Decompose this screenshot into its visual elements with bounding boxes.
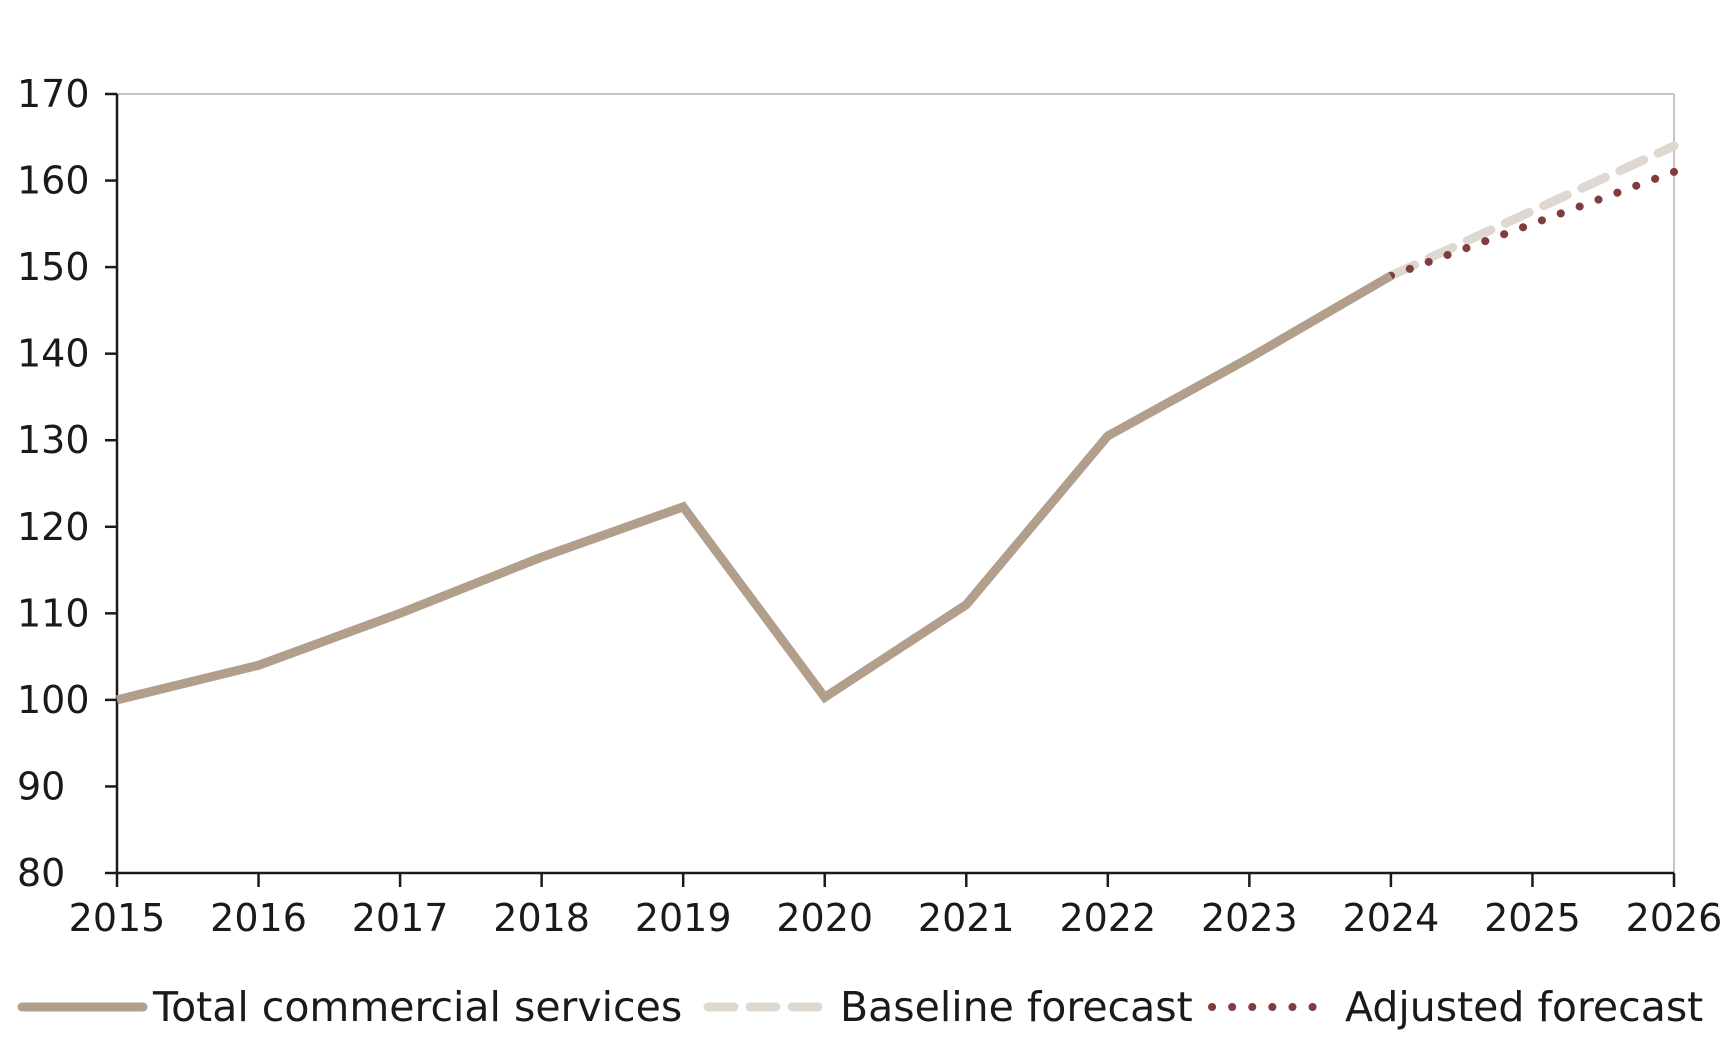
- y-tick-label: 140: [17, 332, 90, 376]
- legend-label: Adjusted forecast: [1345, 983, 1703, 1031]
- series-line-dashed: [1386, 141, 1679, 281]
- legend-item: Total commercial services: [17, 983, 682, 1031]
- x-tick-label: 2022: [1059, 896, 1156, 940]
- y-tick-label: 160: [17, 159, 90, 203]
- x-tick-label: 2025: [1484, 896, 1581, 940]
- series-line-solid: [115, 271, 1394, 705]
- x-tick-label: 2026: [1626, 896, 1723, 940]
- x-tick-label: 2018: [493, 896, 590, 940]
- legend-item: Baseline forecast: [703, 983, 1193, 1031]
- x-tick-label: 2020: [776, 896, 873, 940]
- x-tick-label: 2015: [69, 896, 166, 940]
- series-layer: [115, 141, 1679, 705]
- x-tick-label: 2019: [635, 896, 732, 940]
- series-solid: [115, 271, 1394, 705]
- plot-area: [117, 93, 1675, 873]
- x-tick-label: 2021: [918, 896, 1015, 940]
- legend: Total commercial services Baseline foreca…: [17, 983, 1703, 1031]
- x-tick-label: 2024: [1343, 896, 1440, 940]
- y-tick-label: 170: [17, 72, 90, 116]
- y-tick-label: 150: [17, 245, 90, 289]
- legend-label: Total commercial services: [152, 983, 682, 1031]
- x-tick-label: 2023: [1201, 896, 1298, 940]
- y-tick-label: 130: [17, 418, 90, 462]
- x-tick-label: 2017: [352, 896, 449, 940]
- series-dashed: [1386, 141, 1679, 281]
- y-tick-label: 110: [17, 591, 90, 635]
- y-tick-label: 120: [17, 505, 90, 549]
- y-axis: 80 90 100 110 120 130 140 150 160 170: [17, 72, 119, 895]
- y-tick-label: 80: [17, 851, 65, 895]
- y-tick-label: 90: [17, 764, 65, 808]
- x-tick-label: 2016: [210, 896, 307, 940]
- legend-item: Adjusted forecast: [1208, 983, 1703, 1031]
- x-axis: 2015 2016 2017 2018 2019 2020 2021 2022 2023 2024…: [69, 871, 1723, 940]
- y-tick-label: 100: [17, 678, 90, 722]
- legend-label: Baseline forecast: [840, 983, 1193, 1031]
